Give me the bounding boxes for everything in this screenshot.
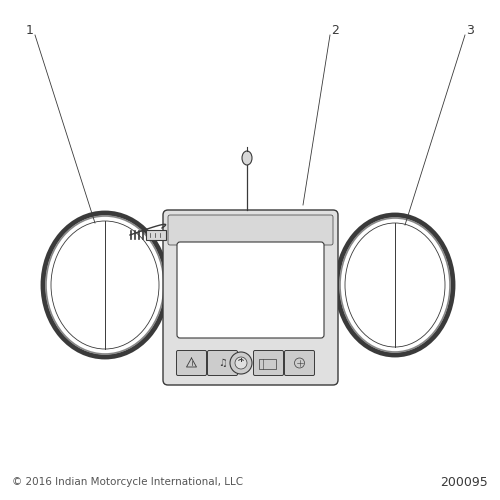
Circle shape — [230, 352, 252, 374]
Ellipse shape — [242, 151, 252, 165]
FancyBboxPatch shape — [254, 350, 284, 376]
FancyBboxPatch shape — [146, 230, 166, 240]
Text: ♫: ♫ — [218, 358, 227, 368]
Ellipse shape — [345, 223, 445, 347]
Text: 1: 1 — [26, 24, 34, 36]
FancyBboxPatch shape — [163, 210, 338, 385]
FancyBboxPatch shape — [168, 215, 333, 245]
FancyBboxPatch shape — [176, 350, 206, 376]
Ellipse shape — [51, 221, 159, 349]
FancyBboxPatch shape — [208, 350, 238, 376]
Text: 200095: 200095 — [440, 476, 488, 488]
Circle shape — [235, 357, 247, 369]
Text: 3: 3 — [466, 24, 474, 36]
Text: 2: 2 — [331, 24, 339, 36]
FancyBboxPatch shape — [284, 350, 314, 376]
FancyBboxPatch shape — [177, 242, 324, 338]
Text: © 2016 Indian Motorcycle International, LLC: © 2016 Indian Motorcycle International, … — [12, 477, 243, 487]
